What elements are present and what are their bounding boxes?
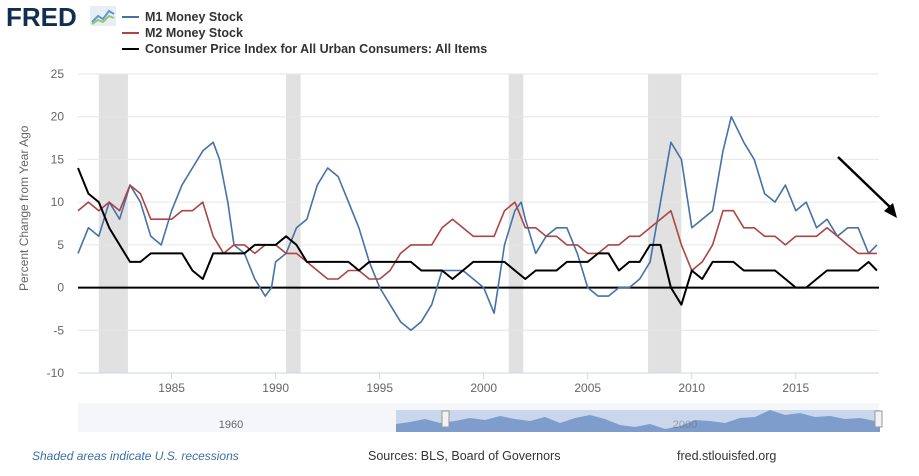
recession-note: Shaded areas indicate U.S. recessions	[32, 449, 239, 463]
legend-swatch-cpi	[122, 48, 139, 50]
legend-item-cpi[interactable]: Consumer Price Index for All Urban Consu…	[122, 41, 487, 57]
y-tick-label: -10	[47, 366, 65, 380]
navigator-handle-right[interactable]	[874, 410, 883, 428]
y-tick-label: 10	[51, 195, 65, 209]
y-tick-label: 25	[51, 67, 65, 81]
legend-label-m2: M2 Money Stock	[145, 26, 243, 40]
series-line-m2[interactable]	[77, 184, 877, 280]
x-tick-label: 1990	[262, 381, 289, 395]
y-tick-label: -5	[53, 323, 64, 337]
logo-graph-icon	[90, 6, 116, 26]
y-tick-label: 15	[51, 152, 65, 166]
series-lines	[77, 115, 878, 332]
chart-legend: M1 Money Stock M2 Money Stock Consumer P…	[122, 9, 487, 57]
y-tick-label: 20	[51, 110, 65, 124]
recession-band-3	[648, 74, 682, 373]
x-tick-label: 2015	[782, 381, 809, 395]
x-tick-labels: 1985 1990 1995 2000 2005 2010 2015	[158, 373, 809, 395]
legend-label-cpi: Consumer Price Index for All Urban Consu…	[145, 42, 488, 56]
site-link[interactable]: fred.stlouisfed.org	[677, 449, 777, 463]
x-tick-label: 2005	[574, 381, 601, 395]
navigator-label-1960: 1960	[219, 419, 243, 431]
x-tick-label: 1995	[366, 381, 393, 395]
series-line-cpi[interactable]	[77, 167, 878, 306]
legend-label-m1: M1 Money Stock	[145, 10, 243, 24]
x-tick-label: 2010	[678, 381, 705, 395]
range-navigator[interactable]: 1960 2000	[78, 403, 883, 432]
sources-text: Sources: BLS, Board of Governors	[368, 449, 561, 463]
grid-lines	[78, 73, 879, 374]
recession-bands	[98, 74, 682, 373]
legend-swatch-m2	[122, 32, 139, 34]
y-tick-label: 5	[57, 238, 64, 252]
annotation-arrow-line	[837, 156, 893, 210]
navigator-series	[396, 410, 880, 432]
recession-band-1	[286, 74, 301, 373]
series-line-m1[interactable]	[77, 115, 878, 332]
legend-item-m1[interactable]: M1 Money Stock	[122, 9, 487, 25]
x-tick-label: 1985	[158, 381, 185, 395]
recession-band-2	[508, 74, 524, 373]
y-tick-labels: -10 -5 0 5 10 15 20 25	[47, 67, 65, 380]
recession-band-0	[98, 74, 128, 373]
navigator-handle-left[interactable]	[441, 410, 450, 428]
navigator-label-2000: 2000	[673, 419, 697, 431]
x-tick-label: 2000	[470, 381, 497, 395]
annotation-arrow-head	[884, 203, 897, 218]
annotations	[837, 156, 897, 218]
legend-swatch-m1	[122, 16, 139, 18]
chart-svg: -10 -5 0 5 10 15 20 25 1985 1990 1995 2000 2005 2010…	[47, 67, 897, 432]
legend-item-m2[interactable]: M2 Money Stock	[122, 25, 487, 41]
fred-logo[interactable]: FRED	[6, 2, 77, 32]
y-tick-label: 0	[57, 281, 64, 295]
